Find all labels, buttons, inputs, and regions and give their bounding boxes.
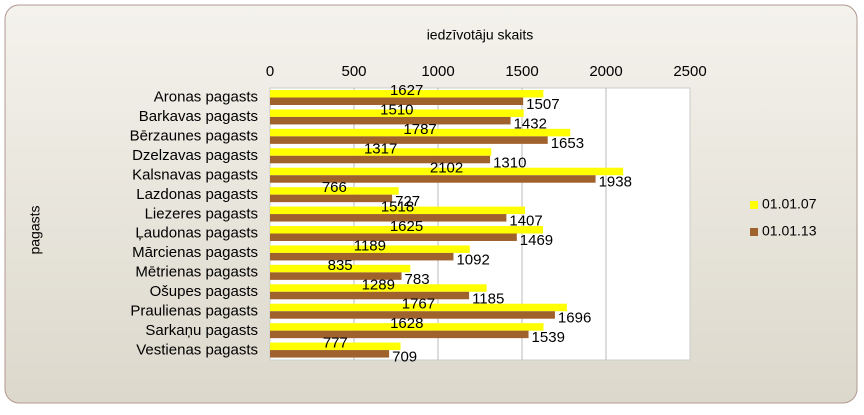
data-label: 1469 — [520, 232, 553, 249]
y-tick-label: Aronas pagasts — [154, 89, 258, 106]
y-tick-label: Bērzaunes pagasts — [130, 128, 258, 145]
bar — [270, 206, 526, 215]
data-label: 1627 — [390, 82, 423, 99]
data-label: 777 — [323, 335, 348, 352]
data-label: 1310 — [493, 154, 526, 171]
data-label: 1539 — [532, 329, 565, 346]
data-label: 783 — [405, 271, 430, 288]
data-label: 727 — [395, 193, 420, 210]
bar — [270, 214, 507, 222]
data-label: 1289 — [362, 276, 395, 293]
data-label: 1696 — [558, 310, 591, 327]
y-tick-label: Kalsnavas pagasts — [132, 166, 258, 183]
bar — [270, 264, 411, 273]
bar — [270, 116, 511, 125]
bar — [270, 245, 470, 253]
bar — [270, 252, 454, 261]
data-label: 1317 — [364, 140, 397, 157]
y-axis-title: pagasts — [27, 205, 43, 254]
x-tick-label: 500 — [341, 63, 366, 80]
bar — [270, 128, 571, 137]
bar — [270, 323, 544, 331]
x-tick-label: 2500 — [673, 63, 706, 80]
data-label: 1653 — [551, 135, 584, 152]
data-label: 1407 — [509, 213, 542, 230]
bar — [270, 330, 529, 339]
data-label: 1625 — [390, 218, 423, 235]
x-tick-label: 2000 — [589, 63, 622, 80]
y-tick-label: Mētrienas pagasts — [135, 264, 258, 281]
bar — [270, 187, 399, 195]
x-axis-title: iedzīvotāju skaits — [427, 27, 534, 43]
bar — [270, 167, 624, 176]
data-label: 1185 — [472, 290, 504, 307]
data-label: 1518 — [381, 199, 414, 216]
x-tick-label: 1500 — [505, 63, 538, 80]
data-label: 1628 — [390, 315, 423, 332]
bar — [270, 175, 596, 183]
legend-swatch — [750, 201, 758, 209]
y-tick-label: Ļaudonas pagasts — [135, 225, 258, 242]
y-tick-label: Lazdonas pagasts — [136, 186, 258, 203]
legend-label: 01.01.07 — [762, 196, 817, 212]
bar — [270, 233, 517, 241]
bar — [270, 291, 470, 300]
data-label: 1092 — [456, 251, 489, 268]
y-tick-label: Vestienas pagasts — [136, 341, 258, 358]
data-label: 1938 — [599, 174, 632, 191]
bar — [270, 194, 393, 203]
y-tick-label: Ošupes pagasts — [150, 283, 258, 300]
bar — [270, 284, 487, 292]
x-tick-label: 1000 — [421, 63, 454, 80]
data-label: 1189 — [354, 237, 386, 254]
y-tick-label: Praulienas pagasts — [130, 302, 258, 319]
bar — [270, 136, 548, 144]
data-label: 2102 — [430, 160, 463, 177]
bar — [270, 311, 555, 319]
data-label: 766 — [322, 179, 347, 196]
data-label: 835 — [328, 257, 353, 274]
bar — [270, 342, 401, 351]
y-tick-label: Dzelzavas pagasts — [132, 147, 258, 164]
y-tick-label: Barkavas pagasts — [139, 108, 258, 125]
bar — [270, 350, 390, 358]
legend-swatch — [750, 228, 758, 236]
y-tick-label: Liezeres pagasts — [145, 205, 258, 222]
plot-area — [269, 87, 691, 361]
data-label: 1510 — [380, 101, 413, 118]
legend-label: 01.01.13 — [762, 223, 817, 239]
data-label: 1507 — [526, 96, 559, 113]
bar — [270, 303, 567, 312]
bar — [270, 226, 543, 234]
data-label: 1767 — [402, 296, 435, 313]
bar — [270, 155, 491, 164]
bar — [270, 109, 524, 117]
y-tick-label: Mārcienas pagasts — [132, 244, 258, 261]
x-tick-label: 0 — [266, 63, 274, 80]
data-label: 1432 — [514, 115, 547, 132]
y-tick-label: Sarkaņu pagasts — [145, 322, 258, 339]
data-label: 709 — [392, 349, 417, 366]
bar — [270, 148, 492, 156]
bar — [270, 97, 524, 105]
bar — [270, 90, 544, 98]
bar — [270, 272, 402, 280]
data-label: 1787 — [403, 121, 436, 138]
